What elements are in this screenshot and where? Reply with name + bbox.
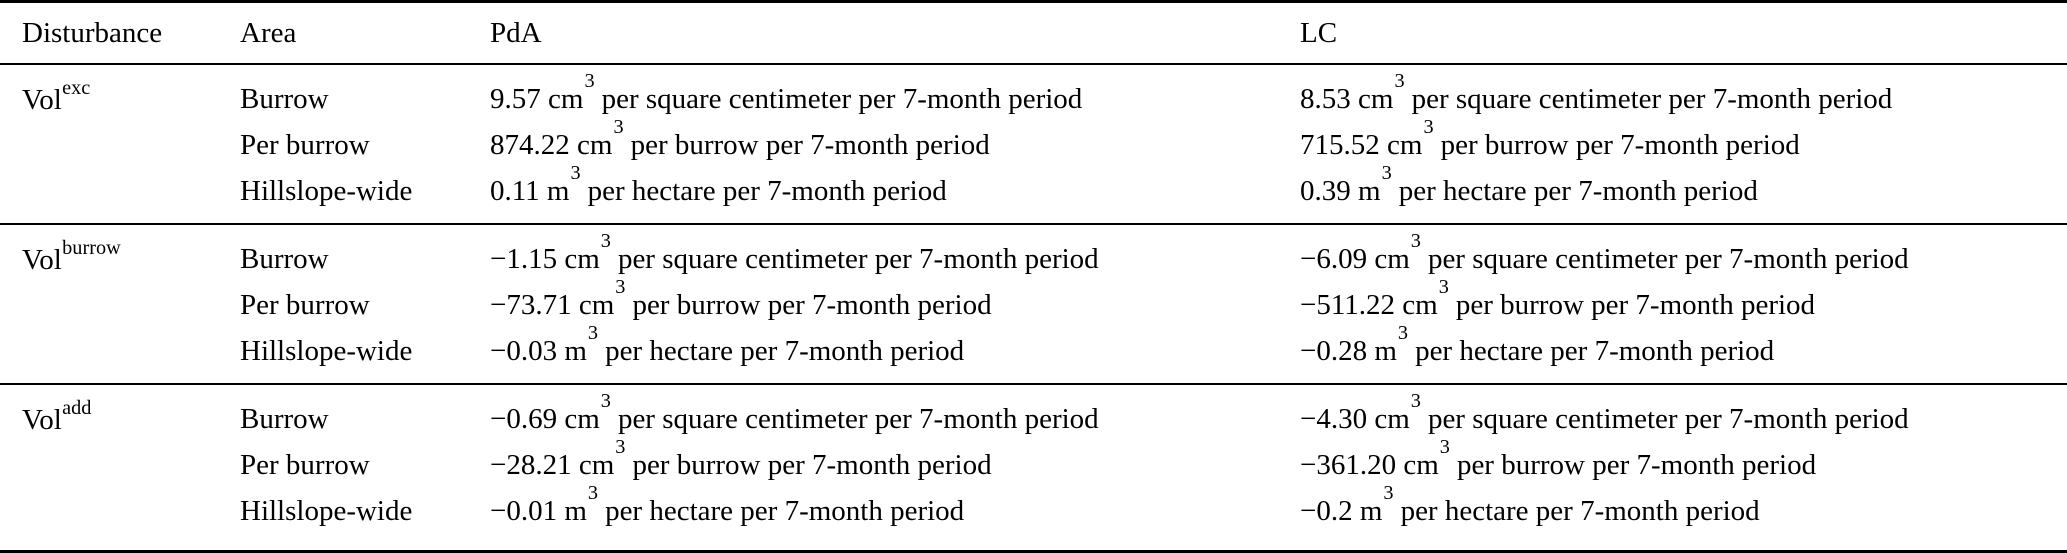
area-label: Hillslope-wide (240, 334, 413, 367)
disturbance-label-vol-burrow: Vol burrow (22, 237, 121, 276)
lc-value: 715.52 cm3per burrow per 7-month period (1300, 115, 2067, 168)
cubed-exponent: 3 (1383, 481, 1394, 504)
cubed-exponent: 3 (615, 435, 626, 458)
value-text: 8.53 cm3per square centimeter per 7-mont… (1300, 69, 1893, 115)
column-header-disturbance: Disturbance (22, 16, 163, 49)
pda-value: −0.69 cm3per square centimeter per 7-mon… (490, 389, 1300, 442)
value-text: 874.22 cm3per burrow per 7-month period (490, 115, 990, 161)
pda-value: −73.71 cm3per burrow per 7-month period (490, 275, 1300, 328)
cubed-exponent: 3 (615, 275, 626, 298)
pda-value: 874.22 cm3per burrow per 7-month period (490, 115, 1300, 168)
lc-value: −511.22 cm3per burrow per 7-month period (1300, 275, 2067, 328)
value-text: 0.39 m3per hectare per 7-month period (1300, 161, 1758, 207)
area-label: Per burrow (240, 288, 370, 321)
value-text: −0.2 m3per hectare per 7-month period (1300, 481, 1760, 527)
disturbance-label-vol-exc: Vol exc (22, 77, 91, 116)
cubed-exponent: 3 (613, 115, 624, 138)
value-text: −0.03 m3per hectare per 7-month period (490, 321, 965, 367)
column-header-pda: PdA (490, 16, 542, 49)
value-text: 9.57 cm3per square centimeter per 7-mont… (490, 69, 1083, 115)
value-text: −0.69 cm3per square centimeter per 7-mon… (490, 389, 1099, 435)
disturbance-base: Vol (22, 404, 62, 436)
cubed-exponent: 3 (587, 481, 599, 504)
area-label: Burrow (240, 242, 329, 275)
table-header-row: Disturbance Area PdA LC (0, 3, 2067, 65)
value-text: −0.01 m3per hectare per 7-month period (490, 481, 965, 527)
lc-value: −0.2 m3per hectare per 7-month period (1300, 481, 2067, 534)
cubed-exponent: 3 (1394, 69, 1405, 92)
lc-value: 0.39 m3per hectare per 7-month period (1300, 161, 2067, 214)
lc-value: −4.30 cm3per square centimeter per 7-mon… (1300, 389, 2067, 442)
area-label: Hillslope-wide (240, 174, 413, 207)
cubed-exponent: 3 (600, 389, 611, 412)
disturbance-base: Vol (22, 244, 62, 276)
value-text: −4.30 cm3per square centimeter per 7-mon… (1300, 389, 1909, 435)
group-vol-exc: Vol exc Burrow 9.57 cm3per square centime… (0, 65, 2067, 223)
cubed-exponent: 3 (600, 229, 611, 252)
lc-value: 8.53 cm3per square centimeter per 7-mont… (1300, 69, 2067, 122)
area-label: Burrow (240, 402, 329, 435)
cubed-exponent: 3 (1438, 275, 1449, 298)
group-vol-burrow: Vol burrow Burrow −1.15 cm3per square cen… (0, 223, 2067, 383)
value-text: 0.11 m3per hectare per 7-month period (490, 161, 947, 207)
lc-value: −361.20 cm3per burrow per 7-month period (1300, 435, 2067, 488)
pda-value: 9.57 cm3per square centimeter per 7-mont… (490, 69, 1300, 122)
pda-value: 0.11 m3per hectare per 7-month period (490, 161, 1300, 214)
pda-value: −1.15 cm3per square centimeter per 7-mon… (490, 229, 1300, 282)
area-label: Per burrow (240, 128, 370, 161)
cubed-exponent: 3 (1410, 229, 1421, 252)
cubed-exponent: 3 (1381, 161, 1392, 184)
area-label: Per burrow (240, 448, 370, 481)
pda-value: −0.03 m3per hectare per 7-month period (490, 321, 1300, 374)
cubed-exponent: 3 (570, 161, 581, 184)
column-header-lc: LC (1300, 16, 1338, 49)
cubed-exponent: 3 (1423, 115, 1434, 138)
cubed-exponent: 3 (587, 321, 599, 344)
cubed-exponent: 3 (1397, 321, 1409, 344)
value-text: −1.15 cm3per square centimeter per 7-mon… (490, 229, 1099, 275)
lc-value: −0.28 m3per hectare per 7-month period (1300, 321, 2067, 374)
lc-value: −6.09 cm3per square centimeter per 7-mon… (1300, 229, 2067, 282)
cubed-exponent: 3 (584, 69, 595, 92)
value-text: −6.09 cm3per square centimeter per 7-mon… (1300, 229, 1909, 275)
area-label: Burrow (240, 82, 329, 115)
value-text: −73.71 cm3per burrow per 7-month period (490, 275, 992, 321)
value-text: −511.22 cm3per burrow per 7-month period (1300, 275, 1816, 321)
group-vol-add: Vol add Burrow −0.69 cm3per square centim… (0, 383, 2067, 543)
area-label: Hillslope-wide (240, 494, 413, 527)
cubed-exponent: 3 (1410, 389, 1421, 412)
value-text: −361.20 cm3per burrow per 7-month period (1300, 435, 1817, 481)
value-text: 715.52 cm3per burrow per 7-month period (1300, 115, 1800, 161)
pda-value: −0.01 m3per hectare per 7-month period (490, 481, 1300, 534)
value-text: −28.21 cm3per burrow per 7-month period (490, 435, 992, 481)
disturbance-base: Vol (22, 84, 62, 116)
column-header-area: Area (240, 16, 297, 49)
value-text: −0.28 m3per hectare per 7-month period (1300, 321, 1775, 367)
pda-value: −28.21 cm3per burrow per 7-month period (490, 435, 1300, 488)
disturbance-label-vol-add: Vol add (22, 397, 92, 436)
cubed-exponent: 3 (1439, 435, 1450, 458)
